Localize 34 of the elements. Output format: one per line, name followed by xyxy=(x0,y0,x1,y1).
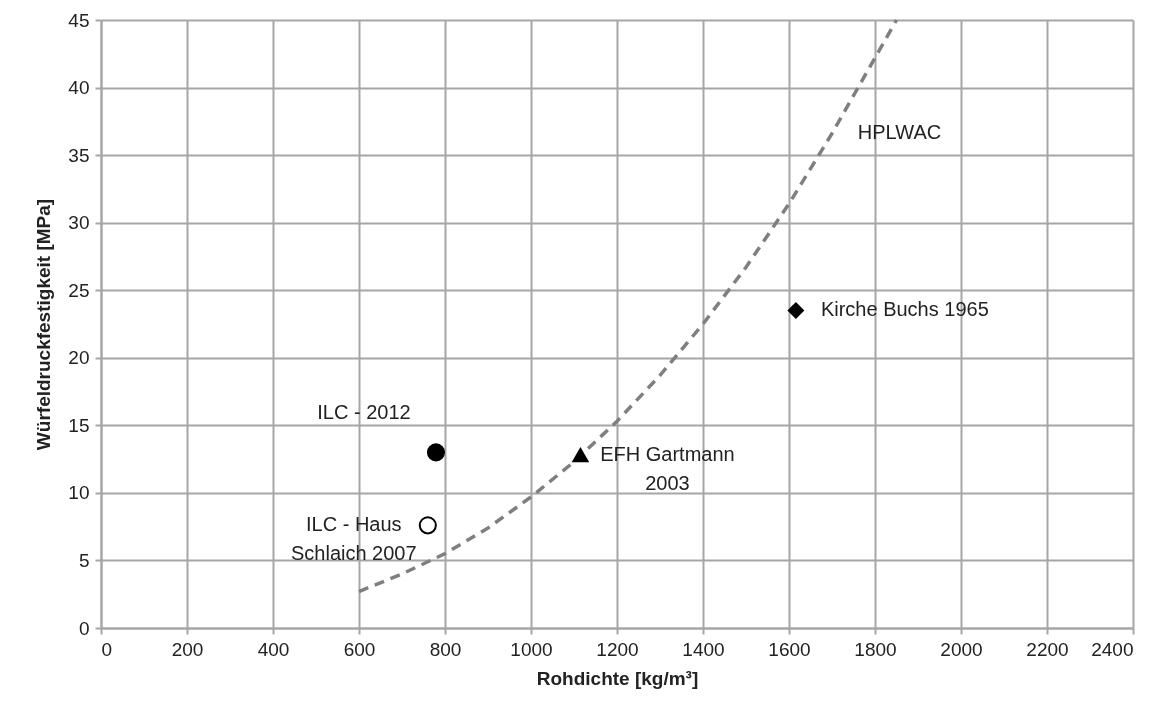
y-tick-label: 45 xyxy=(68,9,90,31)
y-tick-label: 25 xyxy=(68,279,90,301)
y-axis-title: Würfeldruckfestigkeit [MPa] xyxy=(33,198,55,451)
point xyxy=(572,447,589,463)
y-tick-label: 40 xyxy=(68,77,90,99)
x-tick-label: 2200 xyxy=(1026,638,1069,660)
series-label: ILC - 2012 xyxy=(317,401,411,424)
series-label: HPLWAC xyxy=(857,121,942,143)
x-tick-label: 1600 xyxy=(768,638,811,660)
x-tick-label: 600 xyxy=(343,638,376,660)
series-label: EFH Gartmann 2003 xyxy=(600,443,735,495)
point xyxy=(418,516,437,535)
x-tick-label: 800 xyxy=(429,638,462,660)
x-tick-label: 2400 xyxy=(1091,638,1134,660)
x-tick-label: 0 xyxy=(101,638,113,660)
x-axis-title: Rohdichte [kg/m³] xyxy=(536,667,699,689)
x-tick-label: 2000 xyxy=(940,638,983,660)
y-tick-label: 30 xyxy=(68,212,90,234)
x-tick-label: 1400 xyxy=(682,638,725,660)
series-label: ILC - Haus Schlaich 2007 xyxy=(290,513,417,565)
x-tick-label: 1800 xyxy=(854,638,897,660)
y-tick-label: 20 xyxy=(68,347,90,369)
y-tick-label: 15 xyxy=(68,414,90,436)
x-tick-label: 1200 xyxy=(596,638,639,660)
y-tick-label: 35 xyxy=(68,144,90,166)
series-label: Kirche Buchs 1965 xyxy=(820,298,989,321)
x-tick-label: 400 xyxy=(257,638,290,660)
y-tick-label: 10 xyxy=(68,482,90,504)
point xyxy=(787,302,804,319)
x-tick-label: 200 xyxy=(171,638,204,660)
x-tick-label: 1000 xyxy=(510,638,553,660)
y-tick-label: 0 xyxy=(78,617,90,639)
point xyxy=(426,443,446,462)
y-tick-label: 5 xyxy=(78,549,90,571)
